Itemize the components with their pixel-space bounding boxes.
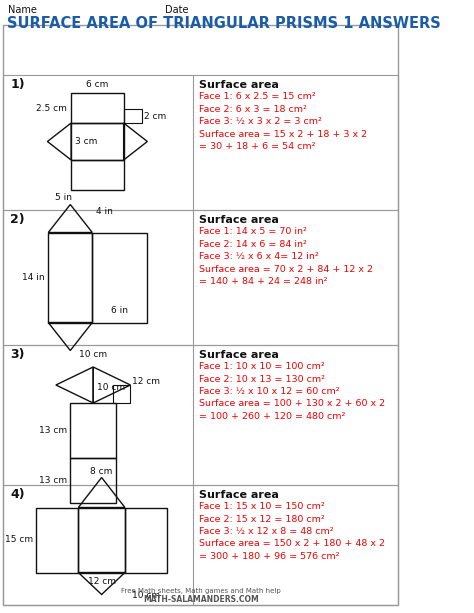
Text: 10 cm: 10 cm <box>132 591 160 600</box>
Bar <box>36 508 78 573</box>
Text: Face 3: ½ x 3 x 2 = 3 cm²: Face 3: ½ x 3 x 2 = 3 cm² <box>199 117 322 126</box>
Text: Date: Date <box>165 5 189 15</box>
Text: MATH-SALAMANDERS.COM: MATH-SALAMANDERS.COM <box>143 595 259 604</box>
Text: Surface area: Surface area <box>199 80 279 90</box>
Bar <box>78 508 125 573</box>
Text: 2): 2) <box>10 213 25 226</box>
Text: 1): 1) <box>10 78 25 91</box>
Text: Surface area: Surface area <box>199 350 279 360</box>
Text: Face 3: ½ x 6 x 4= 12 in²: Face 3: ½ x 6 x 4= 12 in² <box>199 252 319 261</box>
Text: = 30 + 18 + 6 = 54 cm²: = 30 + 18 + 6 = 54 cm² <box>199 142 316 151</box>
Text: 4 in: 4 in <box>96 207 112 216</box>
Bar <box>70 458 117 503</box>
Text: 12 cm: 12 cm <box>132 376 160 386</box>
Text: Free Math sheets, Math games and Math help: Free Math sheets, Math games and Math he… <box>121 588 281 594</box>
Text: Surface area = 15 x 2 + 18 + 3 x 2: Surface area = 15 x 2 + 18 + 3 x 2 <box>199 129 367 139</box>
Text: Face 2: 14 x 6 = 84 in²: Face 2: 14 x 6 = 84 in² <box>199 240 307 248</box>
Text: Surface area: Surface area <box>199 215 279 225</box>
Bar <box>113 385 130 403</box>
Text: 12 cm: 12 cm <box>88 577 116 587</box>
Bar <box>92 232 147 322</box>
Text: 8 cm: 8 cm <box>91 466 113 476</box>
Bar <box>3 75 398 210</box>
Text: 13 cm: 13 cm <box>39 476 67 485</box>
Text: SURFACE AREA OF TRIANGULAR PRISMS 1 ANSWERS: SURFACE AREA OF TRIANGULAR PRISMS 1 ANSW… <box>7 16 440 31</box>
Text: Face 2: 10 x 13 = 130 cm²: Face 2: 10 x 13 = 130 cm² <box>199 375 325 384</box>
Text: Face 3: ½ x 10 x 12 = 60 cm²: Face 3: ½ x 10 x 12 = 60 cm² <box>199 387 340 396</box>
Bar <box>125 508 167 573</box>
Text: 10 cm: 10 cm <box>79 350 107 359</box>
Text: Face 1: 10 x 10 = 100 cm²: Face 1: 10 x 10 = 100 cm² <box>199 362 325 371</box>
Text: Surface area = 150 x 2 + 180 + 48 x 2: Surface area = 150 x 2 + 180 + 48 x 2 <box>199 539 385 549</box>
Bar <box>71 93 124 123</box>
Text: Face 3: ½ x 12 x 8 = 48 cm²: Face 3: ½ x 12 x 8 = 48 cm² <box>199 527 334 536</box>
Text: = 140 + 84 + 24 = 248 in²: = 140 + 84 + 24 = 248 in² <box>199 277 328 286</box>
Text: 14 in: 14 in <box>22 273 45 282</box>
Text: = 100 + 260 + 120 = 480 cm²: = 100 + 260 + 120 = 480 cm² <box>199 412 346 421</box>
Bar <box>3 485 398 605</box>
Bar <box>71 160 124 190</box>
Text: 2 cm: 2 cm <box>144 112 166 121</box>
Text: 13 cm: 13 cm <box>39 426 67 435</box>
Text: Face 2: 6 x 3 = 18 cm²: Face 2: 6 x 3 = 18 cm² <box>199 104 307 113</box>
Text: Face 1: 14 x 5 = 70 in²: Face 1: 14 x 5 = 70 in² <box>199 227 307 236</box>
Text: 6 cm: 6 cm <box>86 80 109 89</box>
Text: 3): 3) <box>10 348 25 361</box>
Text: 10 cm: 10 cm <box>97 383 126 392</box>
Text: 6 in: 6 in <box>111 305 128 314</box>
Bar <box>70 403 117 458</box>
Text: 15 cm: 15 cm <box>5 536 34 544</box>
Text: 2.5 cm: 2.5 cm <box>36 104 67 113</box>
Bar <box>124 109 142 123</box>
Text: Surface area = 100 + 130 x 2 + 60 x 2: Surface area = 100 + 130 x 2 + 60 x 2 <box>199 400 385 408</box>
Text: = 300 + 180 + 96 = 576 cm²: = 300 + 180 + 96 = 576 cm² <box>199 552 339 561</box>
Text: 3 cm: 3 cm <box>75 137 98 146</box>
Text: Surface area: Surface area <box>199 490 279 500</box>
Text: Surface area = 70 x 2 + 84 + 12 x 2: Surface area = 70 x 2 + 84 + 12 x 2 <box>199 264 373 273</box>
Bar <box>3 210 398 345</box>
Text: 5 in: 5 in <box>55 192 72 202</box>
Bar <box>48 232 92 322</box>
Text: Face 2: 15 x 12 = 180 cm²: Face 2: 15 x 12 = 180 cm² <box>199 514 325 524</box>
Text: Face 1: 15 x 10 = 150 cm²: Face 1: 15 x 10 = 150 cm² <box>199 502 325 511</box>
Bar <box>71 123 124 160</box>
Bar <box>3 345 398 485</box>
Text: Name: Name <box>9 5 37 15</box>
Text: Face 1: 6 x 2.5 = 15 cm²: Face 1: 6 x 2.5 = 15 cm² <box>199 92 316 101</box>
Text: 4): 4) <box>10 488 25 501</box>
